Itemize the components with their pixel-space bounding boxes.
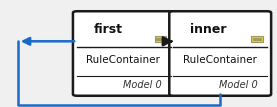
FancyBboxPatch shape — [169, 11, 271, 96]
Text: Model 0: Model 0 — [219, 80, 258, 90]
Text: RuleContainer: RuleContainer — [86, 55, 160, 65]
Text: first: first — [94, 23, 123, 36]
FancyBboxPatch shape — [155, 36, 166, 42]
Text: inner: inner — [190, 23, 227, 36]
FancyBboxPatch shape — [251, 36, 263, 42]
FancyBboxPatch shape — [73, 11, 175, 96]
Text: RuleContainer: RuleContainer — [183, 55, 257, 65]
Text: Model 0: Model 0 — [122, 80, 161, 90]
